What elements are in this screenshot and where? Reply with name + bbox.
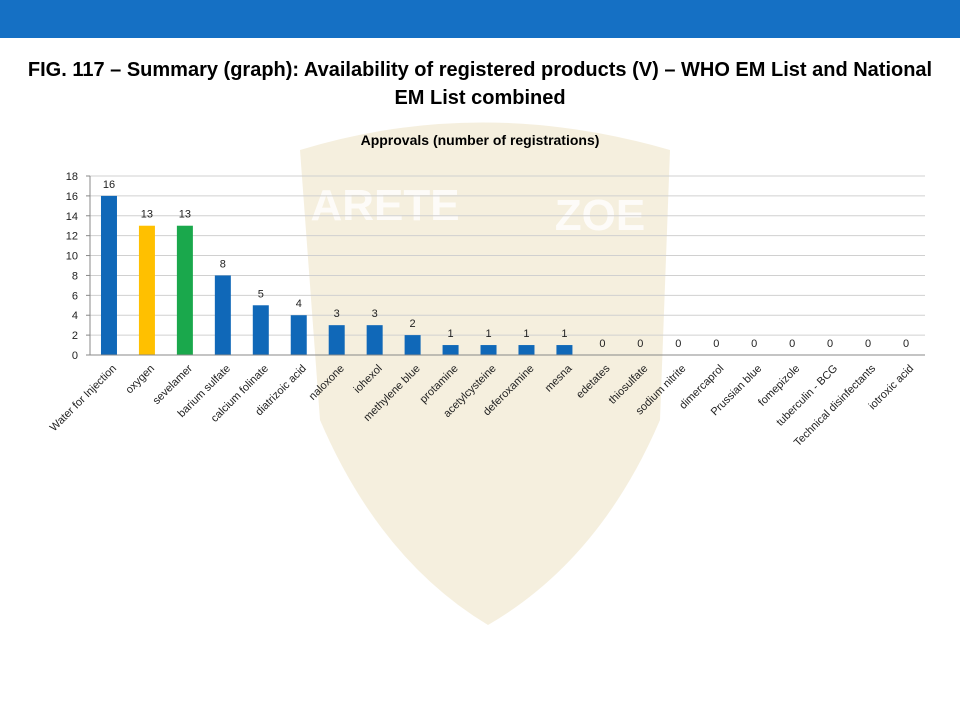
- data-label: 0: [713, 338, 719, 350]
- data-label: 0: [751, 338, 757, 350]
- data-label: 0: [675, 338, 681, 350]
- data-label: 13: [179, 209, 191, 221]
- data-label: 16: [103, 179, 115, 191]
- data-label: 0: [865, 338, 871, 350]
- bar: [328, 325, 345, 355]
- y-tick-label: 0: [72, 350, 78, 362]
- data-label: 3: [334, 308, 340, 320]
- watermark-shield: [300, 122, 670, 625]
- y-tick-label: 16: [66, 191, 78, 203]
- bar: [366, 325, 383, 355]
- bar: [138, 225, 155, 355]
- data-label: 0: [637, 338, 643, 350]
- y-tick-label: 14: [66, 211, 78, 223]
- y-tick-label: 2: [72, 330, 78, 342]
- bar: [100, 195, 117, 355]
- y-tick-label: 10: [66, 251, 78, 263]
- data-label: 1: [485, 328, 491, 340]
- data-label: 1: [561, 328, 567, 340]
- y-tick-label: 12: [66, 231, 78, 243]
- data-label: 1: [523, 328, 529, 340]
- bar: [176, 225, 193, 355]
- data-label: 0: [789, 338, 795, 350]
- data-label: 0: [827, 338, 833, 350]
- y-tick-label: 6: [72, 290, 78, 302]
- y-tick-label: 4: [72, 310, 78, 322]
- data-label: 1: [448, 328, 454, 340]
- data-label: 0: [903, 338, 909, 350]
- x-tick-label: Water for Injection: [48, 363, 119, 434]
- header-band: [0, 0, 960, 38]
- bar: [404, 335, 421, 355]
- y-tick-label: 18: [66, 171, 78, 183]
- bar: [480, 345, 497, 355]
- chart-title: Approvals (number of registrations): [361, 132, 600, 148]
- bar: [556, 345, 573, 355]
- slide-title: FIG. 117 – Summary (graph): Availability…: [27, 59, 933, 109]
- bar: [252, 305, 269, 355]
- x-tick-label: oxygen: [123, 363, 157, 397]
- data-label: 2: [410, 318, 416, 330]
- data-label: 13: [141, 209, 153, 221]
- watermark-text: ARETE: [310, 181, 459, 230]
- data-label: 8: [220, 258, 226, 270]
- y-tick-label: 8: [72, 270, 78, 282]
- data-label: 3: [372, 308, 378, 320]
- data-label: 5: [258, 288, 264, 300]
- bar: [518, 345, 535, 355]
- bar: [442, 345, 459, 355]
- data-label: 0: [599, 338, 605, 350]
- bar: [214, 275, 231, 355]
- bar: [290, 315, 307, 355]
- data-label: 4: [296, 298, 302, 310]
